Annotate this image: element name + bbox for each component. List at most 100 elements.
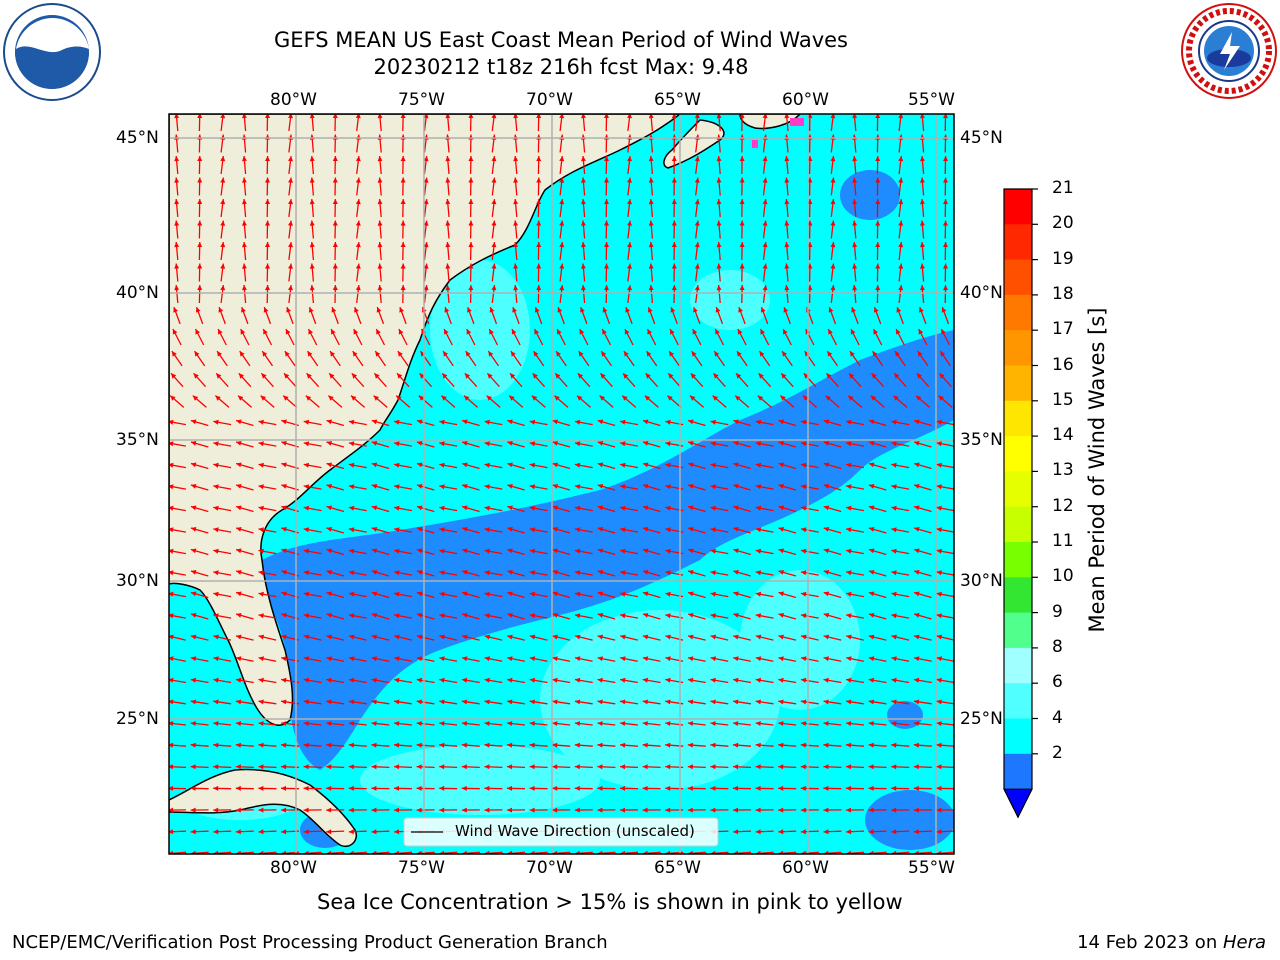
wind-wave-arrowhead xyxy=(190,764,196,770)
wind-wave-arrowhead xyxy=(513,199,519,205)
wind-wave-arrowhead xyxy=(190,677,197,683)
wind-wave-arrowhead xyxy=(486,395,492,401)
wind-wave-arrowhead xyxy=(784,263,790,269)
wind-wave-arrowhead xyxy=(283,395,289,401)
colorbar-tick-label: 21 xyxy=(1052,178,1074,198)
wind-wave-arrowhead xyxy=(281,527,287,532)
wind-wave-arrowhead xyxy=(303,570,310,576)
wind-wave-arrowhead xyxy=(941,329,946,335)
wind-wave-arrowhead xyxy=(755,591,762,597)
wind-wave-arrowhead xyxy=(620,742,626,748)
footer-left: NCEP/EMC/Verification Post Processing Pr… xyxy=(12,932,608,953)
wind-wave-arrowhead xyxy=(823,591,830,597)
wind-wave-arrowhead xyxy=(848,395,854,401)
wind-wave-arrowhead xyxy=(326,850,332,854)
wind-wave-arrowhead xyxy=(309,114,315,119)
wind-wave-arrowhead xyxy=(529,742,535,748)
wind-wave-arrowhead xyxy=(484,591,490,597)
wind-wave-arrowhead xyxy=(173,307,178,313)
lon-label-top: 55°W xyxy=(908,90,955,110)
wind-wave-arrowhead xyxy=(823,677,829,683)
wind-wave-arrowhead xyxy=(868,462,875,468)
wind-wave-arrowhead xyxy=(326,677,332,683)
wind-wave-arrowhead xyxy=(169,829,174,835)
wind-wave-arrowhead xyxy=(258,548,264,554)
lon-label-bottom: 80°W xyxy=(270,858,317,878)
wind-wave-arrowhead xyxy=(755,505,762,511)
wind-wave-arrowhead xyxy=(326,441,332,446)
wind-wave-arrowhead xyxy=(258,591,264,597)
wind-wave-arrowhead xyxy=(830,242,836,248)
wind-wave-arrowhead xyxy=(647,329,652,335)
wind-wave-arrowhead xyxy=(669,351,674,357)
wind-wave-arrowhead xyxy=(213,441,219,447)
wind-wave-arrowhead xyxy=(394,785,399,791)
wind-wave-arrowhead xyxy=(348,850,354,854)
wind-wave-arrowhead xyxy=(778,548,784,554)
wind-wave-arrowhead xyxy=(303,656,310,662)
wind-wave-arrowhead xyxy=(581,263,586,269)
wind-wave-arrowhead xyxy=(671,285,677,290)
wind-wave-arrowhead xyxy=(416,677,423,683)
wind-wave-arrowhead xyxy=(691,351,697,357)
wind-wave-arrowhead xyxy=(830,199,836,205)
wind-wave-arrowhead xyxy=(213,634,219,640)
wind-wave-arrowhead xyxy=(665,764,671,770)
wind-wave-arrowhead xyxy=(823,419,830,425)
wind-wave-arrowhead xyxy=(439,850,445,854)
wind-wave-arrowhead xyxy=(534,329,539,335)
wind-wave-arrowhead xyxy=(507,441,513,446)
wind-wave-arrowhead xyxy=(873,307,879,313)
wind-wave-arrowhead xyxy=(552,484,558,489)
wind-wave-arrowhead xyxy=(760,329,765,335)
wind-wave-arrowhead xyxy=(733,807,738,813)
wind-wave-arrowhead xyxy=(868,829,874,835)
wind-wave-arrowhead xyxy=(642,850,648,854)
wind-wave-arrowhead xyxy=(624,329,630,335)
wind-wave-arrowhead xyxy=(800,505,807,511)
wind-wave-arrowhead xyxy=(236,591,242,597)
wind-wave-arrowhead xyxy=(552,570,558,575)
wind-wave-arrowhead xyxy=(941,307,947,313)
lon-label-top: 75°W xyxy=(398,90,445,110)
wind-wave-arrowhead xyxy=(891,829,897,835)
wind-wave-arrowhead xyxy=(235,807,241,813)
wind-wave-arrowhead xyxy=(733,699,739,705)
wind-wave-arrowhead xyxy=(489,307,495,313)
wind-wave-arrowhead xyxy=(190,462,197,468)
wind-wave-arrowhead xyxy=(190,505,197,511)
wind-wave-arrowhead xyxy=(439,807,445,813)
wind-wave-arrowhead xyxy=(529,699,535,705)
wind-wave-arrowhead xyxy=(349,634,355,640)
wind-wave-arrowhead xyxy=(484,527,490,533)
wind-wave-arrowhead xyxy=(687,807,693,813)
wind-wave-arrowhead xyxy=(846,419,852,425)
wind-wave-arrowhead xyxy=(305,395,312,401)
wind-wave-arrowhead xyxy=(620,441,626,447)
wind-wave-arrowhead xyxy=(827,351,833,357)
wind-wave-arrowhead xyxy=(190,634,197,640)
wind-wave-arrowhead xyxy=(642,527,649,532)
wind-wave-arrowhead xyxy=(688,548,694,554)
wind-wave-arrowhead xyxy=(692,329,698,335)
wind-wave-arrowhead xyxy=(258,505,264,511)
wind-wave-arrowhead xyxy=(823,634,830,640)
wind-wave-arrowhead xyxy=(620,656,626,662)
wind-wave-arrowhead xyxy=(800,764,806,770)
colorbar-extend-triangle xyxy=(1003,788,1033,819)
wind-wave-arrowhead xyxy=(190,656,197,662)
wind-wave-arrowhead xyxy=(555,373,561,379)
wind-wave-arrowhead xyxy=(462,656,468,662)
wind-wave-arrowhead xyxy=(466,329,472,335)
wind-wave-arrowhead xyxy=(326,764,332,770)
wind-wave-arrowhead xyxy=(442,373,448,379)
wind-wave-arrowhead xyxy=(169,527,174,533)
map-frame xyxy=(168,113,955,855)
wind-wave-arrowhead xyxy=(371,699,377,705)
wind-wave-arrowhead xyxy=(552,505,558,511)
wind-wave-arrowhead xyxy=(529,527,536,533)
wind-wave-arrowhead xyxy=(800,548,807,554)
wind-wave-arrowhead xyxy=(894,373,900,379)
wind-wave-arrowhead xyxy=(920,177,925,183)
wind-wave-arrowhead xyxy=(439,591,445,597)
